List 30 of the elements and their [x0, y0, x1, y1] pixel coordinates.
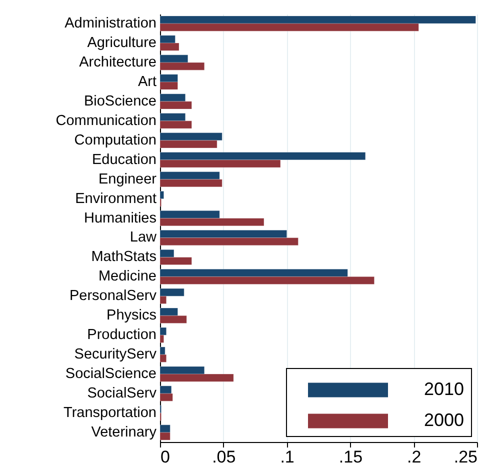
y-tick-label: Veterinary: [91, 424, 158, 440]
y-tick-label: Art: [138, 74, 156, 90]
x-tick-label: 0: [160, 448, 170, 466]
y-tick-label: PersonalServ: [69, 288, 158, 304]
y-tick-label: SocialScience: [65, 366, 156, 382]
x-tick-label: .1: [280, 448, 294, 466]
y-tick-label: Humanities: [84, 210, 156, 226]
y-tick-label: Production: [87, 327, 156, 344]
y-tick-label: Engineer: [98, 171, 157, 188]
y-tick-label: BioScience: [84, 93, 156, 110]
y-tick-label: Medicine: [98, 268, 156, 285]
legend-label: 2010: [424, 379, 464, 399]
legend-label: 2000: [424, 410, 464, 430]
x-tick-label: .25: [454, 448, 478, 466]
y-tick-label: Administration: [64, 16, 156, 32]
x-tick-label: .15: [338, 448, 363, 466]
y-tick-label: SecurityServ: [74, 346, 158, 363]
y-tick-label: MathStats: [91, 249, 156, 266]
y-tick-label: Environment: [75, 190, 156, 207]
y-tick-label: Education: [92, 152, 156, 168]
y-tick-label: Communication: [56, 112, 156, 129]
y-tick-label: Transportation: [64, 404, 156, 421]
x-tick-label: .05: [212, 448, 236, 466]
y-tick-label: SocialServ: [87, 386, 158, 402]
x-tick-label: .2: [407, 448, 422, 466]
y-tick-label: Computation: [74, 132, 156, 148]
y-tick-label: Agriculture: [87, 35, 156, 52]
y-tick-label: Law: [130, 230, 158, 246]
y-tick-label: Physics: [106, 308, 156, 324]
y-tick-label: Architecture: [79, 54, 156, 70]
